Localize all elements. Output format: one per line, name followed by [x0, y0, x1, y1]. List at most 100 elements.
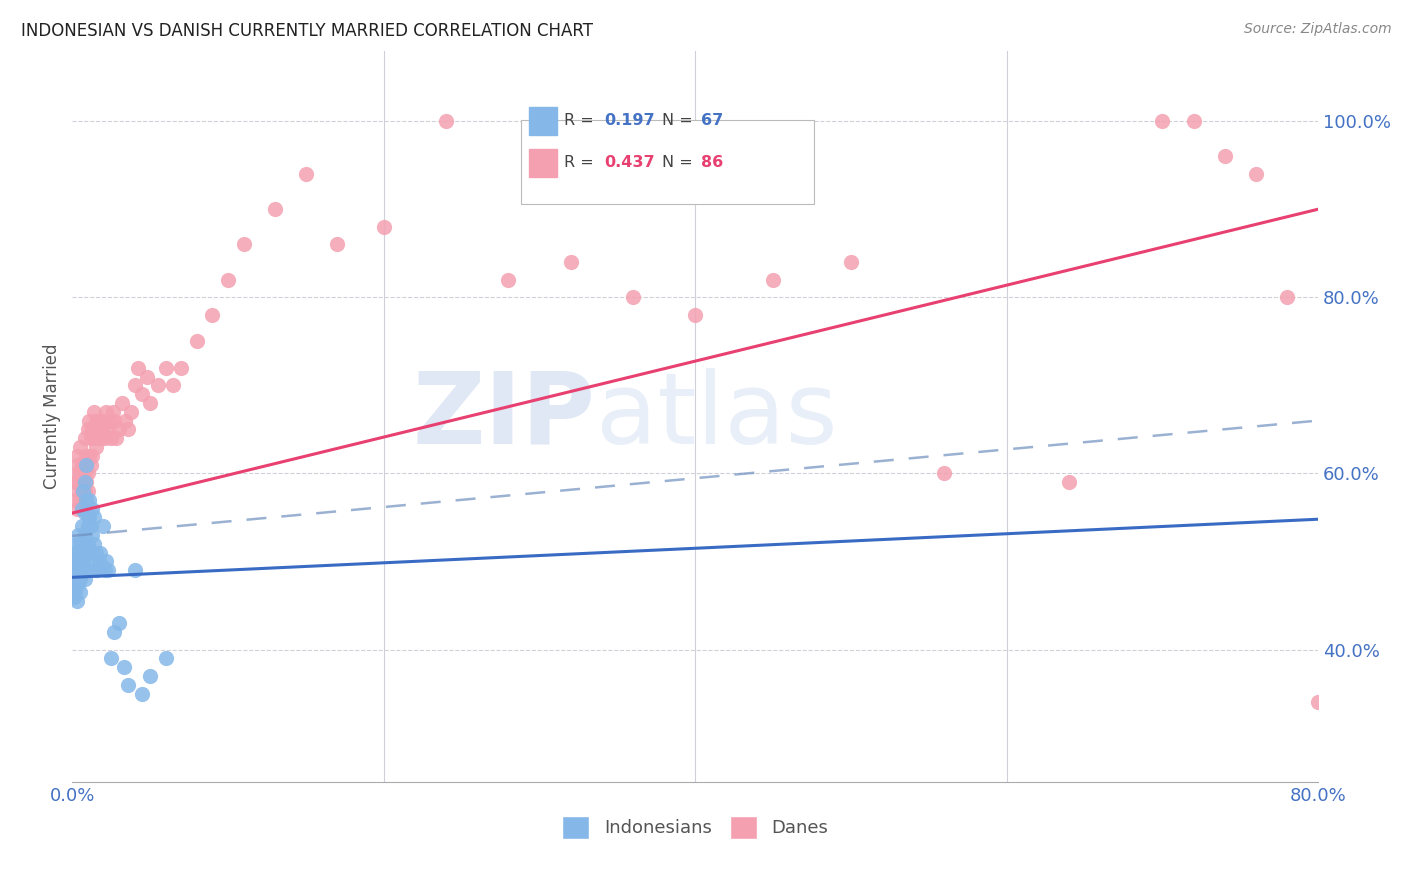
Point: [934, 467, 956, 481]
Point: [94, 563, 117, 577]
Point: [217, 273, 239, 287]
Point: [66, 467, 89, 481]
Point: [96, 405, 118, 419]
Point: [67, 546, 90, 560]
Text: N =: N =: [662, 155, 697, 170]
Point: [86, 563, 108, 577]
Point: [90, 422, 112, 436]
Point: [1244, 167, 1267, 181]
Point: [295, 167, 318, 181]
Point: [434, 114, 457, 128]
Text: atlas: atlas: [596, 368, 837, 465]
Point: [66, 572, 89, 586]
Point: [75, 475, 97, 490]
Point: [62, 590, 84, 604]
Text: N =: N =: [662, 112, 697, 128]
Point: [82, 501, 104, 516]
Point: [73, 572, 96, 586]
Point: [1308, 695, 1330, 709]
Text: 67: 67: [702, 112, 724, 128]
Point: [70, 501, 93, 516]
Point: [67, 475, 90, 490]
Point: [72, 467, 94, 481]
Point: [70, 458, 93, 472]
Point: [1057, 475, 1080, 490]
Point: [67, 554, 90, 568]
Point: [97, 563, 120, 577]
Point: [84, 413, 107, 427]
Point: [66, 449, 89, 463]
Point: [69, 440, 91, 454]
Text: Source: ZipAtlas.com: Source: ZipAtlas.com: [1244, 22, 1392, 37]
Point: [75, 563, 97, 577]
Point: [70, 563, 93, 577]
Point: [66, 594, 89, 608]
Point: [80, 431, 103, 445]
Point: [83, 537, 105, 551]
Point: [104, 431, 127, 445]
Point: [1275, 290, 1298, 304]
Point: [100, 431, 122, 445]
Point: [87, 413, 110, 427]
Point: [103, 413, 125, 427]
Point: [65, 546, 87, 560]
Point: [108, 616, 131, 631]
Point: [1182, 114, 1205, 128]
Point: [66, 550, 89, 565]
Point: [65, 576, 87, 591]
Point: [67, 576, 90, 591]
Point: [65, 492, 87, 507]
Point: [84, 563, 107, 577]
Point: [93, 519, 115, 533]
Point: [263, 202, 285, 217]
Point: [560, 255, 582, 269]
Point: [683, 308, 706, 322]
Point: [62, 567, 84, 582]
Point: [67, 563, 90, 577]
Point: [69, 546, 91, 560]
Point: [75, 492, 97, 507]
Point: [80, 519, 103, 533]
Point: [83, 510, 105, 524]
Point: [93, 413, 115, 427]
Point: [86, 422, 108, 436]
Point: [67, 483, 90, 498]
Point: [1152, 114, 1174, 128]
Point: [73, 528, 96, 542]
Point: [75, 449, 97, 463]
Text: R =: R =: [564, 155, 599, 170]
Text: R =: R =: [564, 112, 599, 128]
Point: [84, 546, 107, 560]
Point: [83, 405, 105, 419]
Y-axis label: Currently Married: Currently Married: [44, 343, 60, 489]
Point: [75, 458, 97, 472]
Text: INDONESIAN VS DANISH CURRENTLY MARRIED CORRELATION CHART: INDONESIAN VS DANISH CURRENTLY MARRIED C…: [21, 22, 593, 40]
Point: [72, 483, 94, 498]
Point: [98, 413, 121, 427]
Point: [73, 475, 96, 490]
FancyBboxPatch shape: [520, 120, 814, 204]
Point: [72, 554, 94, 568]
Point: [162, 378, 184, 392]
Point: [90, 558, 112, 573]
Point: [326, 237, 349, 252]
Point: [79, 449, 101, 463]
Point: [76, 537, 98, 551]
Point: [67, 458, 90, 472]
Point: [73, 483, 96, 498]
Point: [139, 396, 162, 410]
Point: [75, 458, 97, 472]
Point: [839, 255, 862, 269]
Point: [97, 422, 120, 436]
Point: [498, 273, 520, 287]
Point: [69, 467, 91, 481]
Point: [69, 558, 91, 573]
Point: [69, 492, 91, 507]
Point: [66, 501, 89, 516]
Point: [70, 475, 93, 490]
Point: [70, 519, 93, 533]
Point: [66, 554, 89, 568]
Point: [101, 405, 124, 419]
Point: [762, 273, 785, 287]
Point: [84, 440, 107, 454]
